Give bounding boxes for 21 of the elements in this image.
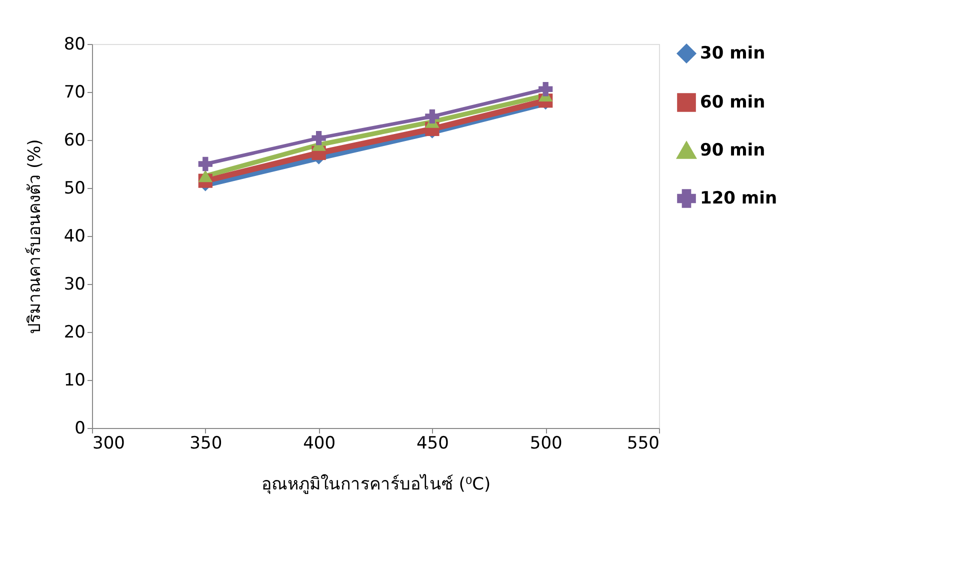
y-tick-label: 0 (74, 418, 86, 438)
x-axis-title: อุณหภูมิในการคาร์บอไนซ์ (⁰C) (261, 474, 491, 494)
x-tick-label: 300 (92, 434, 125, 454)
legend-label: 90 min (700, 140, 766, 160)
y-tick-label: 30 (64, 274, 86, 294)
x-tick-label: 550 (627, 434, 660, 454)
x-tick-label: 450 (416, 434, 449, 454)
y-tick-label: 10 (64, 370, 86, 390)
y-tick-label: 60 (64, 130, 86, 150)
y-tick-label: 40 (64, 226, 86, 246)
x-tick-label: 400 (303, 434, 336, 454)
y-axis-title: ปริมาณคาร์บอนคงตัว (%) (24, 139, 45, 334)
y-tick-label: 80 (64, 34, 86, 54)
legend-label: 120 min (700, 188, 778, 208)
legend-label: 30 min (700, 44, 766, 64)
x-tick-label: 500 (530, 434, 562, 454)
y-tick-label: 70 (64, 82, 86, 102)
legend-label: 60 min (700, 92, 766, 112)
x-tick-label: 350 (190, 434, 222, 454)
y-tick-label: 20 (64, 322, 86, 342)
y-tick-label: 50 (64, 178, 86, 198)
